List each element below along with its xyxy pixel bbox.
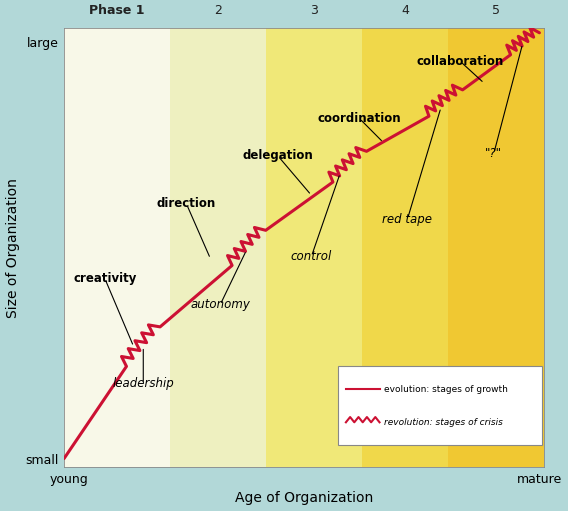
Text: red tape: red tape bbox=[382, 213, 432, 226]
Bar bbox=[266, 29, 362, 468]
Text: creativity: creativity bbox=[73, 272, 136, 285]
Text: Phase 1: Phase 1 bbox=[89, 5, 145, 17]
Bar bbox=[448, 29, 544, 468]
Text: delegation: delegation bbox=[243, 149, 313, 162]
Bar bbox=[170, 29, 266, 468]
Y-axis label: Size of Organization: Size of Organization bbox=[6, 178, 19, 318]
Text: revolution: stages of crisis: revolution: stages of crisis bbox=[385, 418, 503, 427]
Text: 4: 4 bbox=[401, 5, 409, 17]
Bar bbox=[64, 29, 170, 468]
Text: evolution: stages of growth: evolution: stages of growth bbox=[385, 385, 508, 394]
Text: 5: 5 bbox=[492, 5, 500, 17]
Text: autonomy: autonomy bbox=[190, 298, 250, 311]
Text: "?": "?" bbox=[485, 147, 502, 160]
Text: leadership: leadership bbox=[112, 378, 174, 390]
Text: direction: direction bbox=[157, 197, 216, 211]
Bar bbox=[362, 29, 448, 468]
Text: control: control bbox=[291, 250, 332, 263]
X-axis label: Age of Organization: Age of Organization bbox=[235, 492, 373, 505]
Text: 3: 3 bbox=[310, 5, 318, 17]
FancyBboxPatch shape bbox=[338, 366, 542, 446]
Text: coordination: coordination bbox=[318, 112, 401, 125]
Text: collaboration: collaboration bbox=[416, 55, 504, 68]
Text: 2: 2 bbox=[214, 5, 222, 17]
